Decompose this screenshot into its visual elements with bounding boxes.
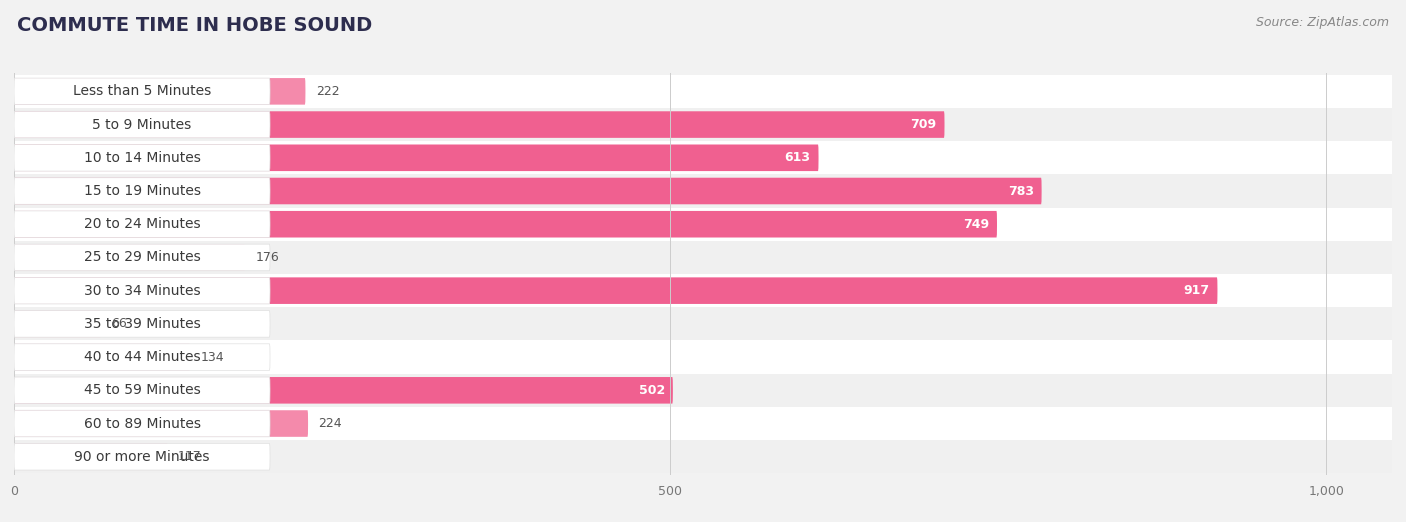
FancyBboxPatch shape: [14, 211, 997, 238]
Text: 502: 502: [638, 384, 665, 397]
Text: 117: 117: [179, 450, 202, 463]
Text: 30 to 34 Minutes: 30 to 34 Minutes: [84, 283, 200, 298]
Text: COMMUTE TIME IN HOBE SOUND: COMMUTE TIME IN HOBE SOUND: [17, 16, 373, 34]
FancyBboxPatch shape: [14, 311, 270, 337]
Bar: [14, 174, 1392, 208]
Bar: [14, 374, 1392, 407]
Text: 66: 66: [111, 317, 127, 330]
Bar: [14, 208, 1392, 241]
Bar: [14, 440, 1392, 473]
Bar: [14, 75, 1392, 108]
Text: 45 to 59 Minutes: 45 to 59 Minutes: [83, 383, 201, 397]
FancyBboxPatch shape: [14, 344, 190, 371]
FancyBboxPatch shape: [14, 244, 270, 271]
Text: 5 to 9 Minutes: 5 to 9 Minutes: [93, 117, 191, 132]
Text: Less than 5 Minutes: Less than 5 Minutes: [73, 85, 211, 98]
Text: 60 to 89 Minutes: 60 to 89 Minutes: [83, 417, 201, 431]
Bar: [14, 108, 1392, 141]
Bar: [14, 307, 1392, 340]
Bar: [14, 141, 1392, 174]
FancyBboxPatch shape: [14, 145, 818, 171]
Text: 25 to 29 Minutes: 25 to 29 Minutes: [83, 251, 201, 265]
FancyBboxPatch shape: [14, 377, 270, 404]
FancyBboxPatch shape: [14, 410, 270, 437]
Bar: [14, 407, 1392, 440]
FancyBboxPatch shape: [14, 277, 270, 304]
FancyBboxPatch shape: [14, 344, 270, 371]
FancyBboxPatch shape: [14, 177, 1042, 204]
Text: 224: 224: [319, 417, 342, 430]
Bar: [14, 274, 1392, 307]
Text: 90 or more Minutes: 90 or more Minutes: [75, 450, 209, 464]
Text: Source: ZipAtlas.com: Source: ZipAtlas.com: [1256, 16, 1389, 29]
Text: 709: 709: [911, 118, 936, 131]
FancyBboxPatch shape: [14, 410, 308, 437]
Text: 783: 783: [1008, 184, 1033, 197]
FancyBboxPatch shape: [14, 145, 270, 171]
FancyBboxPatch shape: [14, 277, 1218, 304]
FancyBboxPatch shape: [14, 111, 945, 138]
Text: 222: 222: [316, 85, 339, 98]
Text: 134: 134: [201, 351, 224, 364]
FancyBboxPatch shape: [14, 78, 305, 104]
FancyBboxPatch shape: [14, 111, 270, 138]
FancyBboxPatch shape: [14, 78, 270, 104]
Text: 15 to 19 Minutes: 15 to 19 Minutes: [83, 184, 201, 198]
Text: 176: 176: [256, 251, 280, 264]
Text: 35 to 39 Minutes: 35 to 39 Minutes: [83, 317, 201, 331]
Bar: [14, 241, 1392, 274]
FancyBboxPatch shape: [14, 211, 270, 238]
Text: 749: 749: [963, 218, 988, 231]
Text: 613: 613: [785, 151, 811, 164]
FancyBboxPatch shape: [14, 311, 101, 337]
FancyBboxPatch shape: [14, 244, 245, 271]
Text: 40 to 44 Minutes: 40 to 44 Minutes: [84, 350, 200, 364]
Text: 20 to 24 Minutes: 20 to 24 Minutes: [84, 217, 200, 231]
Bar: [14, 340, 1392, 374]
Text: 10 to 14 Minutes: 10 to 14 Minutes: [83, 151, 201, 165]
FancyBboxPatch shape: [14, 444, 270, 470]
FancyBboxPatch shape: [14, 444, 167, 470]
Text: 917: 917: [1184, 284, 1209, 297]
FancyBboxPatch shape: [14, 377, 673, 404]
FancyBboxPatch shape: [14, 177, 270, 204]
